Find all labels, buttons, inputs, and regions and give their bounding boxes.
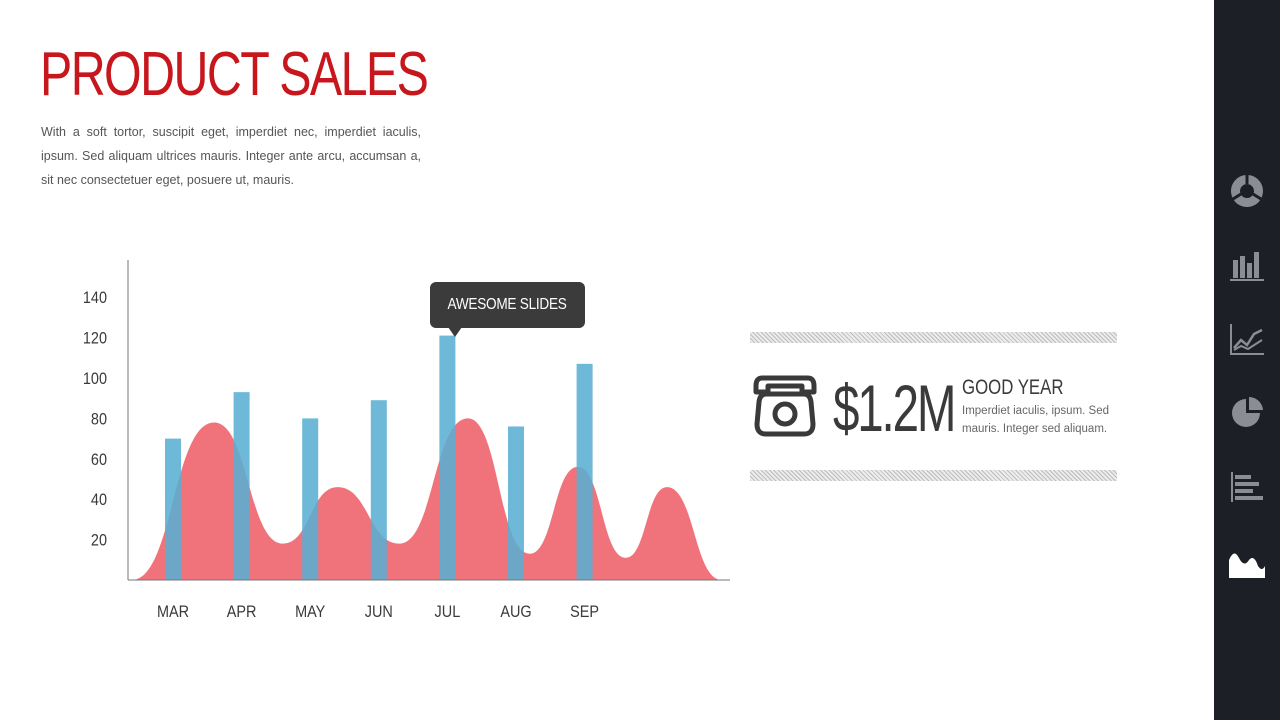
stat-value: $1.2M: [833, 371, 956, 445]
bar-apr: [233, 392, 250, 580]
y-tick-label: 140: [83, 289, 107, 307]
area-chart-icon[interactable]: [1228, 544, 1266, 582]
line-chart-icon[interactable]: [1228, 320, 1266, 358]
y-tick-label: 120: [83, 330, 107, 348]
divider-top: [750, 332, 1117, 343]
x-tick-label: JUL: [435, 603, 461, 621]
x-tick-label: SEP: [570, 603, 599, 621]
stat-text: Imperdiet iaculis, ipsum. Sed mauris. In…: [962, 405, 1110, 435]
description-text: With a soft tortor, suscipit eget, imper…: [41, 125, 421, 187]
y-tick-label: 60: [91, 451, 107, 469]
bar-aug: [508, 426, 524, 580]
bar-may: [302, 418, 319, 580]
callout-text: AWESOME SLIDES: [447, 296, 568, 313]
y-tick-label: 40: [91, 491, 107, 509]
telephone-icon: [753, 375, 817, 437]
sidebar: [1214, 0, 1280, 720]
pie-chart-icon[interactable]: [1228, 394, 1266, 432]
bar-sep: [576, 363, 593, 580]
divider-bottom: [750, 470, 1117, 481]
page-title: PRODUCT SALES: [40, 40, 429, 109]
area-series: [131, 418, 722, 580]
stat-heading: GOOD YEAR: [962, 376, 1064, 399]
y-tick-label: 100: [83, 370, 107, 388]
y-tick-label: 80: [91, 410, 107, 428]
horizontal-bar-chart-icon[interactable]: [1228, 468, 1266, 506]
bar-jun: [370, 400, 387, 580]
x-tick-label: AUG: [500, 603, 531, 621]
chart-callout: AWESOME SLIDES: [430, 282, 585, 328]
x-tick-label: MAY: [295, 603, 326, 621]
x-tick-label: APR: [227, 603, 257, 621]
bar-mar: [165, 438, 181, 580]
bar-chart-icon[interactable]: [1228, 246, 1266, 284]
callout-pointer: [448, 327, 462, 337]
donut-chart-icon[interactable]: [1228, 172, 1266, 210]
y-tick-label: 20: [91, 532, 107, 550]
x-tick-label: JUN: [365, 603, 393, 621]
x-tick-label: MAR: [157, 603, 189, 621]
product-sales-chart: 20 40 60 80 100 120 140 MAR APR MAY JUN JUL AUG SEP: [83, 260, 730, 621]
bar-jul: [439, 335, 456, 580]
